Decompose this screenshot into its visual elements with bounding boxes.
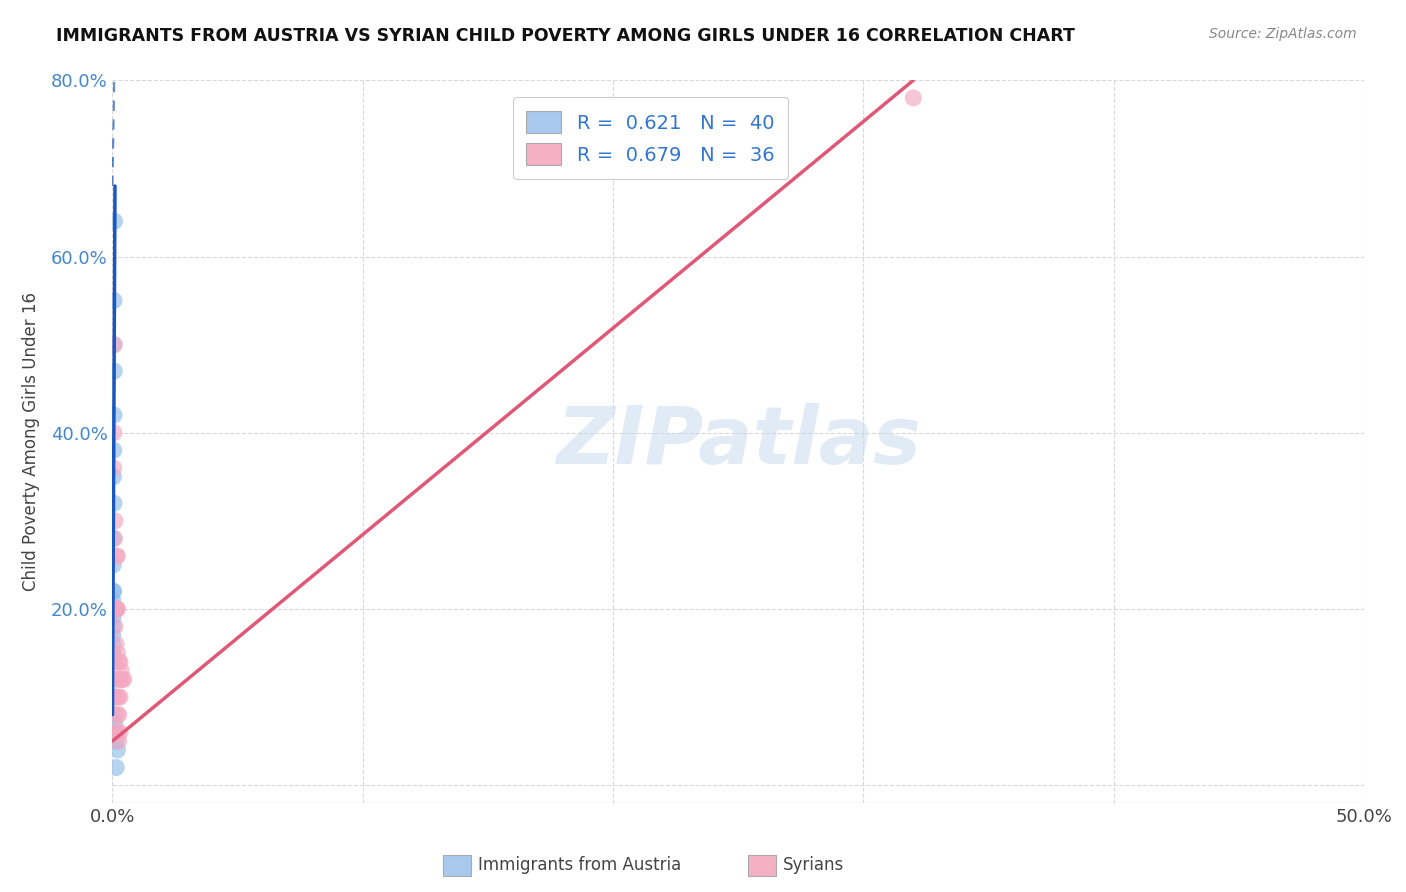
Point [104,619,127,633]
Point [107,734,129,748]
Text: Immigrants from Austria: Immigrants from Austria [478,856,682,874]
Point [103,602,125,616]
Point [103,558,125,572]
Point [111,673,134,687]
Point [103,655,125,669]
Point [103,408,125,422]
Point [105,602,128,616]
FancyBboxPatch shape [443,855,471,876]
Point [107,673,129,687]
Point [103,470,125,484]
Point [103,602,125,616]
Point [103,725,125,739]
Point [107,646,129,660]
Point [104,602,127,616]
Point [104,602,127,616]
Point [103,337,125,351]
Point [103,707,125,722]
Point [108,690,131,704]
Point [110,664,132,678]
Point [103,496,125,510]
Text: Source: ZipAtlas.com: Source: ZipAtlas.com [1209,27,1357,41]
Point [107,707,129,722]
Point [103,425,125,440]
Point [103,602,125,616]
Point [107,549,129,563]
Point [105,637,128,651]
Legend: R =  0.621   N =  40, R =  0.679   N =  36: R = 0.621 N = 40, R = 0.679 N = 36 [513,97,789,179]
Point [107,707,129,722]
Point [103,532,125,546]
Point [103,602,125,616]
Point [103,602,125,616]
Point [103,214,125,228]
Point [104,602,127,616]
Point [101,646,124,660]
Point [101,602,124,616]
Point [104,725,127,739]
Point [103,602,125,616]
Point [103,602,125,616]
Point [103,337,125,351]
Point [101,637,124,651]
Point [903,91,925,105]
FancyBboxPatch shape [748,855,776,876]
Point [105,690,128,704]
Point [104,602,127,616]
Point [105,760,128,774]
Point [105,549,128,563]
Point [104,602,127,616]
Point [103,364,125,378]
Point [104,690,127,704]
Point [112,673,135,687]
Point [101,593,124,607]
Point [107,690,129,704]
Point [103,690,125,704]
Point [105,734,128,748]
Y-axis label: Child Poverty Among Girls Under 16: Child Poverty Among Girls Under 16 [21,292,39,591]
Point [107,655,129,669]
Point [101,584,124,599]
Text: IMMIGRANTS FROM AUSTRIA VS SYRIAN CHILD POVERTY AMONG GIRLS UNDER 16 CORRELATION: IMMIGRANTS FROM AUSTRIA VS SYRIAN CHILD … [56,27,1076,45]
Point [103,716,125,731]
Point [108,725,131,739]
Text: Syrians: Syrians [783,856,845,874]
Point [107,743,129,757]
Text: ZIPatlas: ZIPatlas [555,402,921,481]
Point [103,602,125,616]
Point [103,461,125,475]
Point [103,619,125,633]
Point [101,628,124,642]
Point [107,725,129,739]
Point [103,602,125,616]
Point [103,443,125,458]
Point [103,673,125,687]
Point [104,514,127,528]
Point [108,673,131,687]
Point [103,532,125,546]
Point [108,655,131,669]
Point [103,293,125,308]
Point [103,602,125,616]
Point [107,602,129,616]
Point [103,602,125,616]
Point [105,602,128,616]
Point [101,611,124,625]
Point [104,602,127,616]
Point [103,584,125,599]
